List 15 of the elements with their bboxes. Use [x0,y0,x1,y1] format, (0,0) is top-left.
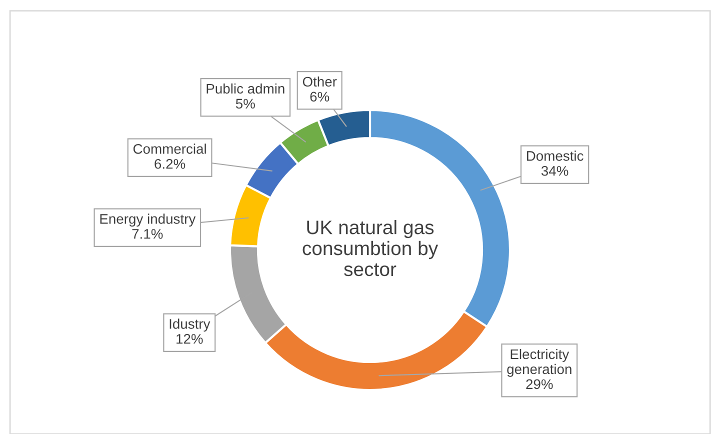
slice-label: Energy industry [100,214,196,227]
data-label: 6.2% [154,158,186,169]
slice-label: Public admin [206,83,284,94]
slice-label: Electricity generation [507,348,572,377]
slice-label: Commercial [133,144,206,154]
data-label: 5% [236,98,255,109]
slice-label: Domestic [527,150,584,161]
data-label: 6% [310,92,330,102]
data-label: 29% [526,379,553,390]
data-label: 34% [541,166,568,176]
data-label: 7.1% [132,229,163,239]
slice-label: Other [302,76,337,87]
slice-label: Idustry [170,318,210,332]
data-label: 12% [176,334,203,344]
text: UK natural gas consumbtion by sector [302,220,438,276]
